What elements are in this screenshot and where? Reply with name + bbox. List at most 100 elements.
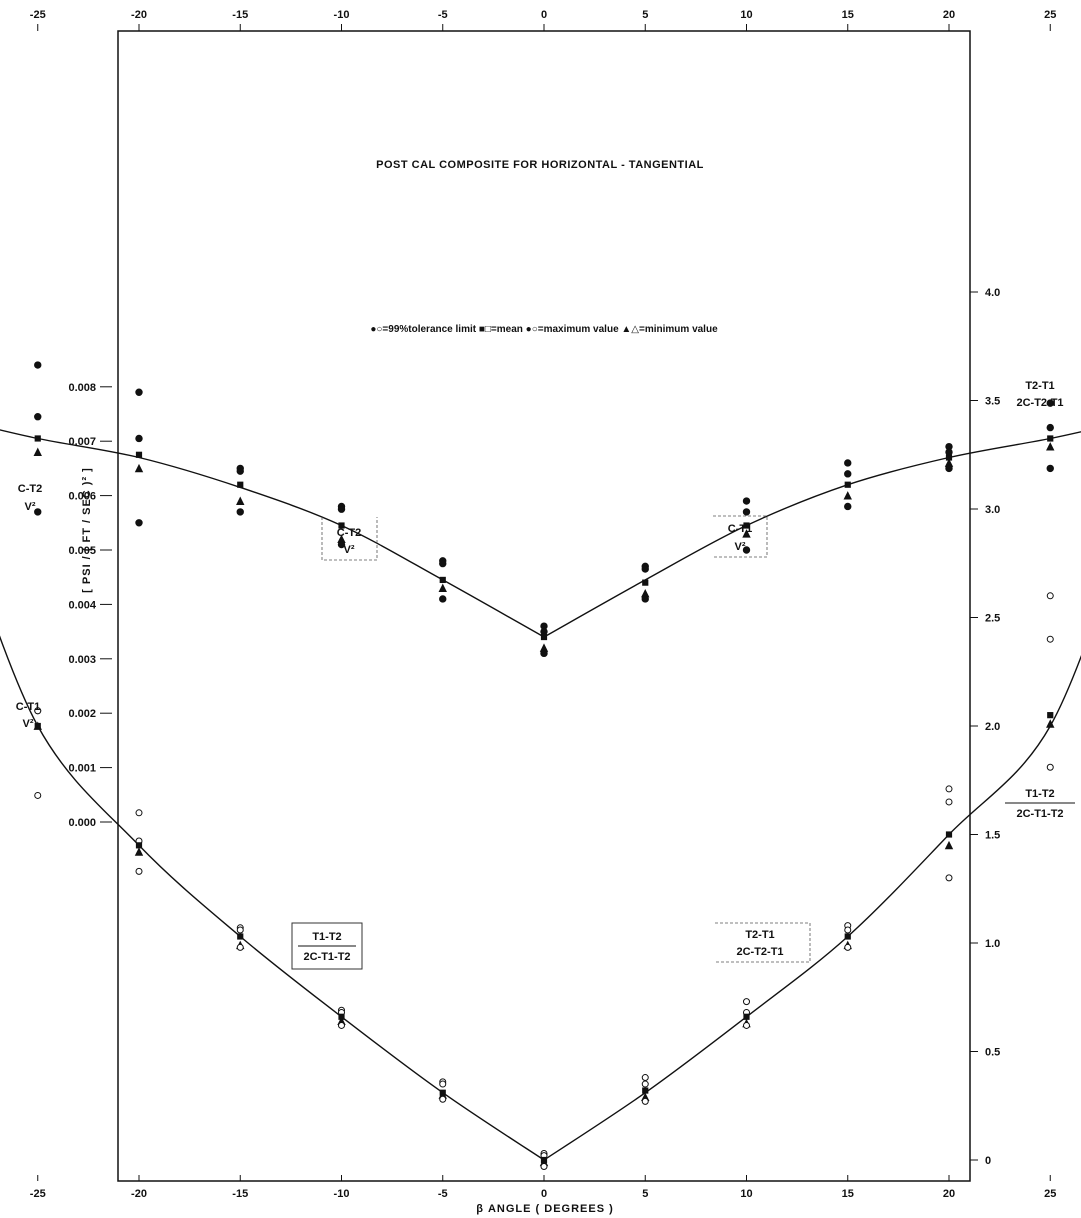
upper-max-point xyxy=(337,505,346,513)
upper-lower-tolerance-point xyxy=(742,546,751,554)
svg-text:2C-T2-T1: 2C-T2-T1 xyxy=(736,946,783,958)
left-tick-label: 0.006 xyxy=(68,491,96,503)
right-upper-label-num: T2-T1 xyxy=(1025,380,1054,392)
upper-tolerance-point xyxy=(135,388,143,396)
lower-lower-tolerance-point xyxy=(34,791,42,799)
left-tick-label: 0.000 xyxy=(68,817,96,829)
upper-max-point xyxy=(236,467,244,475)
left-upper-label-num: C-T2 xyxy=(18,483,42,495)
x-tick-label-bottom: 15 xyxy=(842,1188,854,1200)
right-upper-label-den: 2C-T2-T1 xyxy=(1016,397,1063,409)
left-tick-label: 0.004 xyxy=(68,599,96,611)
upper-lower-tolerance-point xyxy=(1046,464,1054,473)
box-label-lower-left: T1-T2 2C-T1-T2 xyxy=(291,922,363,970)
upper-max-point xyxy=(540,627,548,636)
right-lower-label-den: 2C-T1-T2 xyxy=(1016,808,1063,820)
upper-mean-point xyxy=(135,451,143,458)
lower-lower-tolerance-point xyxy=(236,943,244,951)
svg-text:V²: V² xyxy=(344,544,355,556)
svg-text:C-T1: C-T1 xyxy=(728,523,752,535)
left-upper-label-den: V² xyxy=(25,501,36,513)
upper-min-point xyxy=(438,583,447,592)
lower-mean-point xyxy=(237,933,244,940)
x-tick-label-bottom: 5 xyxy=(642,1188,648,1200)
lower-mean-point xyxy=(135,842,143,849)
x-tick-label-bottom: -20 xyxy=(131,1188,147,1200)
right-tick-label: 0.5 xyxy=(985,1047,1000,1059)
lower-mean-point xyxy=(844,933,851,940)
x-tick-label-bottom: 25 xyxy=(1044,1188,1056,1200)
left-tick-label: 0.002 xyxy=(68,708,96,720)
upper-min-point xyxy=(742,529,751,538)
lower-mean-point xyxy=(743,1013,750,1020)
upper-mean-point xyxy=(1047,435,1054,442)
x-tick-label-bottom: 20 xyxy=(943,1188,955,1200)
upper-max-point xyxy=(1046,423,1054,432)
lower-max-point xyxy=(743,998,750,1006)
right-tick-label: 2.0 xyxy=(985,721,1000,733)
svg-text:2C-T1-T2: 2C-T1-T2 xyxy=(303,951,350,963)
x-tick-label-top: 20 xyxy=(943,9,955,21)
x-tick-label-bottom: 10 xyxy=(740,1188,752,1200)
lower-lower-tolerance-point xyxy=(743,1021,750,1029)
upper-tolerance-point xyxy=(742,497,751,505)
tick-labels: -30-30-25-25-20-20-15-15-10-10-5-5005510… xyxy=(30,9,1057,1200)
x-tick-label-top: -5 xyxy=(438,9,448,21)
upper-mean-point xyxy=(642,579,649,586)
upper-max-point xyxy=(135,434,143,443)
x-tick-label-top: 10 xyxy=(740,9,752,21)
right-tick-label: 4.0 xyxy=(985,287,1000,299)
x-tick-label-bottom: -15 xyxy=(232,1188,248,1200)
left-lower-label-den: V² xyxy=(23,718,34,730)
lower-lower-tolerance-point xyxy=(439,1095,447,1103)
right-lower-label-num: T1-T2 xyxy=(1025,788,1054,800)
upper-max-point xyxy=(439,559,447,568)
right-tick-label: 1.5 xyxy=(985,830,1000,842)
lower-lower-tolerance-point xyxy=(1046,763,1054,771)
lower-max-point xyxy=(641,1074,649,1082)
box-label-lower-right: T2-T1 2C-T2-T1 xyxy=(715,922,811,963)
x-tick-label-top: -20 xyxy=(131,9,147,21)
lower-lower-tolerance-point xyxy=(641,1097,649,1105)
legend: ●○=99%tolerance limit ■□=mean ●○=maximum… xyxy=(370,324,718,335)
upper-lower-tolerance-point xyxy=(540,649,548,658)
upper-lower-tolerance-point xyxy=(236,508,244,516)
upper-max-point xyxy=(34,413,42,421)
upper-min-point xyxy=(33,447,42,456)
lower-lower-tolerance-point xyxy=(540,1163,548,1171)
svg-text:C-T2: C-T2 xyxy=(337,527,361,539)
upper-tolerance-point xyxy=(34,361,42,369)
x-tick-label-bottom: -25 xyxy=(30,1188,46,1200)
x-tick-label-top: 15 xyxy=(842,9,854,21)
lower-lower-tolerance-point xyxy=(945,874,953,882)
x-tick-label-top: -25 xyxy=(30,9,46,21)
upper-mean-point xyxy=(743,522,750,529)
upper-tolerance-point xyxy=(1046,399,1054,407)
upper-max-point xyxy=(742,508,751,516)
lower-max-point xyxy=(1046,635,1054,643)
lower-tolerance-point xyxy=(236,926,244,934)
lower-lower-tolerance-point xyxy=(844,943,852,951)
lower-tolerance-point xyxy=(439,1080,447,1088)
svg-text:T2-T1: T2-T1 xyxy=(745,929,774,941)
lower-tolerance-point xyxy=(34,707,42,715)
upper-min-point xyxy=(1046,442,1055,451)
upper-lower-tolerance-point xyxy=(135,519,143,527)
left-tick-label: 0.008 xyxy=(68,382,96,394)
svg-text:V²: V² xyxy=(735,541,746,553)
upper-lower-tolerance-point xyxy=(439,595,447,603)
upper-lower-tolerance-point xyxy=(945,464,953,473)
right-tick-label: 3.0 xyxy=(985,504,1000,516)
upper-max-point xyxy=(945,448,953,456)
upper-min-point xyxy=(236,496,245,505)
lower-min-point xyxy=(944,840,954,850)
right-tick-label: 2.5 xyxy=(985,613,1000,625)
right-tick-label: 0 xyxy=(985,1155,991,1167)
svg-text:T1-T2: T1-T2 xyxy=(312,931,341,943)
left-tick-label: 0.003 xyxy=(68,654,96,666)
lower-tolerance-point xyxy=(1046,592,1054,600)
x-tick-label-top: 0 xyxy=(541,9,547,21)
lower-min-point xyxy=(33,721,42,730)
lower-tolerance-point xyxy=(641,1080,649,1088)
upper-mean-point xyxy=(237,481,244,488)
